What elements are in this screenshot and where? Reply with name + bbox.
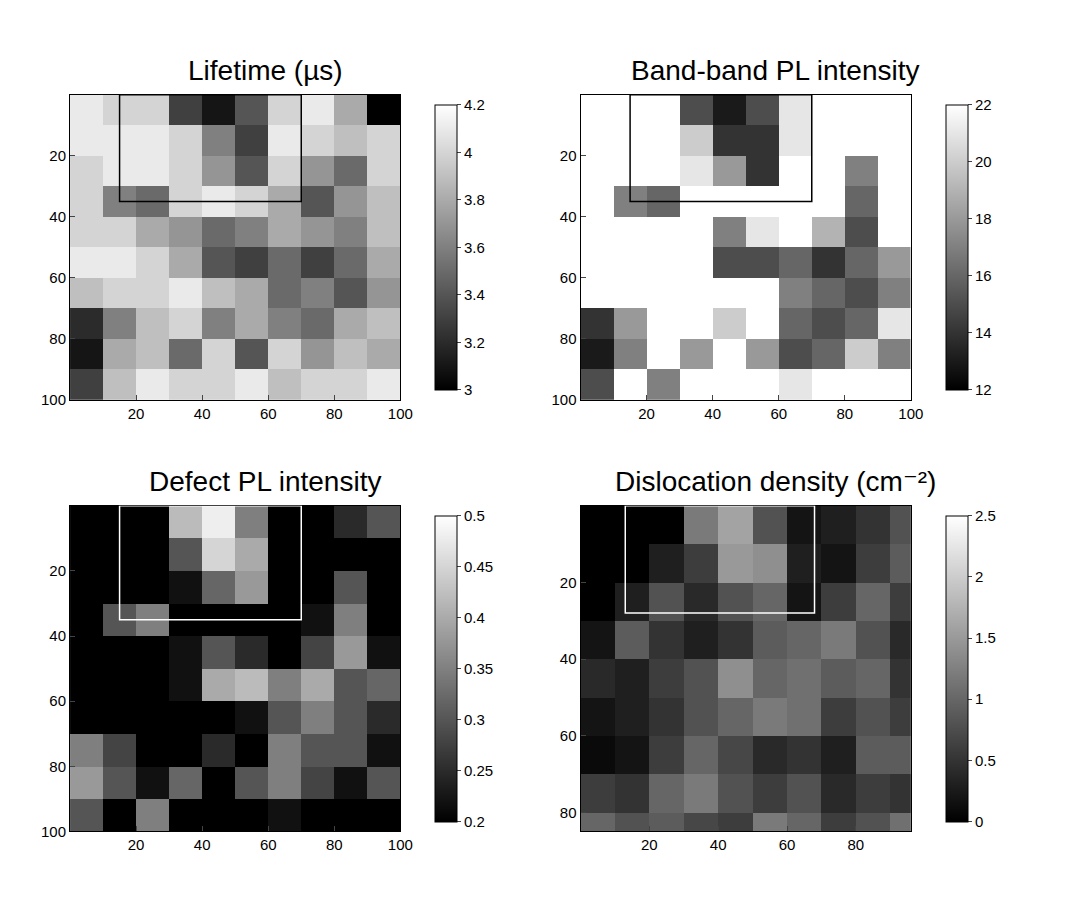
svg-text:1: 1 (975, 690, 983, 707)
svg-text:22: 22 (975, 96, 992, 113)
svg-text:16: 16 (975, 267, 992, 284)
svg-text:60: 60 (49, 269, 66, 286)
svg-text:3.6: 3.6 (464, 239, 485, 256)
svg-text:1.5: 1.5 (975, 629, 996, 646)
svg-text:80: 80 (836, 405, 853, 422)
svg-text:20: 20 (128, 836, 145, 853)
svg-text:40: 40 (194, 405, 211, 422)
svg-text:100: 100 (41, 823, 66, 840)
svg-text:3.4: 3.4 (464, 286, 485, 303)
svg-text:0.2: 0.2 (464, 813, 485, 830)
svg-text:4.2: 4.2 (464, 96, 485, 113)
svg-text:80: 80 (49, 330, 66, 347)
svg-text:0.35: 0.35 (464, 660, 493, 677)
svg-text:0: 0 (975, 813, 983, 830)
svg-text:40: 40 (49, 627, 66, 644)
svg-text:60: 60 (560, 269, 577, 286)
svg-text:0.45: 0.45 (464, 558, 493, 575)
svg-text:2: 2 (975, 568, 983, 585)
svg-text:80: 80 (560, 804, 577, 821)
svg-text:18: 18 (975, 210, 992, 227)
svg-text:20: 20 (560, 147, 577, 164)
svg-text:0.4: 0.4 (464, 609, 485, 626)
svg-text:100: 100 (41, 391, 66, 408)
svg-text:60: 60 (560, 727, 577, 744)
svg-text:20: 20 (641, 836, 658, 853)
svg-text:12: 12 (975, 381, 992, 398)
svg-text:20: 20 (560, 574, 577, 591)
svg-text:20: 20 (49, 147, 66, 164)
svg-text:80: 80 (560, 330, 577, 347)
svg-text:60: 60 (770, 405, 787, 422)
svg-text:40: 40 (194, 836, 211, 853)
svg-text:0.5: 0.5 (975, 752, 996, 769)
svg-text:Band-band PL intensity: Band-band PL intensity (631, 55, 920, 86)
svg-text:Lifetime (µs): Lifetime (µs) (188, 55, 343, 86)
svg-text:0.25: 0.25 (464, 762, 493, 779)
svg-text:2.5: 2.5 (975, 507, 996, 524)
svg-text:100: 100 (898, 405, 923, 422)
svg-text:Dislocation density (cm⁻²): Dislocation density (cm⁻²) (615, 466, 936, 497)
svg-text:40: 40 (560, 208, 577, 225)
svg-text:40: 40 (704, 405, 721, 422)
svg-text:40: 40 (560, 650, 577, 667)
svg-text:60: 60 (49, 692, 66, 709)
svg-text:100: 100 (552, 391, 577, 408)
svg-text:40: 40 (710, 836, 727, 853)
svg-text:Defect PL intensity: Defect PL intensity (149, 466, 381, 497)
svg-text:20: 20 (975, 153, 992, 170)
svg-text:4: 4 (464, 144, 472, 161)
svg-text:20: 20 (128, 405, 145, 422)
svg-text:3.2: 3.2 (464, 334, 485, 351)
svg-text:40: 40 (49, 208, 66, 225)
svg-text:80: 80 (847, 836, 864, 853)
svg-text:60: 60 (779, 836, 796, 853)
svg-text:14: 14 (975, 324, 992, 341)
svg-text:20: 20 (49, 562, 66, 579)
svg-text:80: 80 (49, 758, 66, 775)
svg-text:0.5: 0.5 (464, 507, 485, 524)
svg-text:60: 60 (260, 836, 277, 853)
svg-text:0.3: 0.3 (464, 711, 485, 728)
svg-text:80: 80 (326, 836, 343, 853)
svg-text:3.8: 3.8 (464, 191, 485, 208)
svg-text:100: 100 (388, 405, 413, 422)
svg-text:100: 100 (388, 836, 413, 853)
svg-text:20: 20 (638, 405, 655, 422)
svg-text:3: 3 (464, 381, 472, 398)
svg-text:60: 60 (260, 405, 277, 422)
svg-text:80: 80 (326, 405, 343, 422)
